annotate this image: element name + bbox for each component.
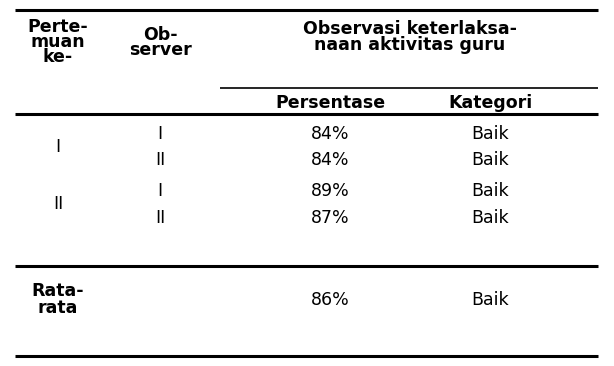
Text: Baik: Baik	[471, 151, 509, 169]
Text: I: I	[157, 125, 163, 143]
Text: Rata-: Rata-	[32, 282, 84, 300]
Text: server: server	[128, 41, 192, 59]
Text: Observasi keterlaksa-: Observasi keterlaksa-	[303, 20, 517, 38]
Text: Baik: Baik	[471, 125, 509, 143]
Text: 89%: 89%	[311, 182, 349, 200]
Text: Persentase: Persentase	[275, 94, 385, 112]
Text: Ob-: Ob-	[142, 26, 177, 44]
Text: ke-: ke-	[43, 48, 73, 66]
Text: I: I	[157, 182, 163, 200]
Text: 86%: 86%	[311, 291, 349, 309]
Text: Perte-: Perte-	[28, 18, 88, 36]
Text: Kategori: Kategori	[448, 94, 532, 112]
Text: muan: muan	[31, 33, 85, 51]
Text: 87%: 87%	[311, 209, 349, 227]
Text: Baik: Baik	[471, 182, 509, 200]
Text: 84%: 84%	[311, 125, 349, 143]
Text: Baik: Baik	[471, 209, 509, 227]
Text: II: II	[53, 195, 63, 213]
Text: 84%: 84%	[311, 151, 349, 169]
Text: II: II	[155, 209, 165, 227]
Text: I: I	[55, 138, 61, 156]
Text: II: II	[155, 151, 165, 169]
Text: Baik: Baik	[471, 291, 509, 309]
Text: naan aktivitas guru: naan aktivitas guru	[314, 36, 505, 54]
Text: rata: rata	[38, 299, 78, 317]
